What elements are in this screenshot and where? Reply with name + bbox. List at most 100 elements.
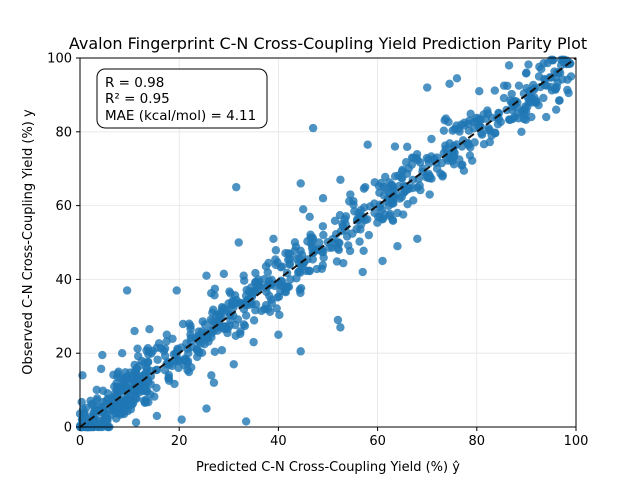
- scatter-point: [477, 129, 486, 138]
- scatter-point: [381, 172, 390, 182]
- scatter-point: [514, 81, 524, 90]
- scatter-point: [209, 378, 219, 387]
- scatter-point: [370, 178, 379, 187]
- scatter-point: [479, 140, 489, 149]
- scatter-point: [274, 330, 283, 339]
- scatter-point: [146, 380, 155, 389]
- scatter-point: [532, 98, 541, 107]
- scatter-point: [275, 310, 284, 320]
- scatter-point: [184, 349, 193, 358]
- stats-box-frame: [96, 68, 268, 129]
- scatter-point: [474, 114, 483, 123]
- scatter-point: [306, 233, 315, 242]
- scatter-point: [160, 351, 170, 361]
- scatter-point: [345, 246, 355, 256]
- stat-r: R = 0.98: [105, 75, 164, 91]
- scatter-point: [427, 134, 436, 144]
- scatter-point: [308, 242, 317, 251]
- scatter-point: [233, 315, 243, 324]
- scatter-point: [383, 197, 392, 207]
- scatter-point: [445, 79, 454, 89]
- scatter-point: [483, 109, 493, 118]
- scatter-point: [81, 403, 91, 413]
- x-tick-label: 40: [270, 434, 287, 449]
- scatter-point: [223, 328, 232, 338]
- scatter-point: [218, 322, 227, 331]
- scatter-point: [375, 203, 385, 212]
- scatter-point: [332, 257, 342, 266]
- scatter-point: [401, 158, 411, 167]
- scatter-point: [107, 396, 117, 405]
- scatter-point: [113, 386, 122, 395]
- scatter-point: [303, 255, 312, 264]
- scatter-point: [234, 238, 243, 247]
- scatter-point: [543, 58, 552, 68]
- scatter-point: [239, 320, 249, 329]
- scatter-point: [153, 355, 162, 364]
- scatter-point: [217, 346, 227, 355]
- scatter-point: [346, 190, 355, 199]
- scatter-point: [467, 156, 477, 165]
- scatter-point: [334, 238, 343, 247]
- scatter-point: [507, 89, 516, 99]
- scatter-point: [305, 212, 314, 222]
- scatter-point: [186, 333, 196, 342]
- scatter-point: [319, 230, 328, 240]
- y-tick-label: 0: [64, 421, 72, 436]
- identity-line: [79, 57, 577, 428]
- scatter-point: [539, 93, 548, 103]
- scatter-point: [113, 369, 122, 378]
- scatter-point: [197, 348, 207, 358]
- scatter-point: [330, 216, 340, 226]
- scatter-point: [334, 245, 343, 255]
- scatter-point: [140, 398, 150, 407]
- scatter-point: [336, 175, 345, 184]
- scatter-point: [554, 96, 564, 105]
- scatter-point: [388, 215, 397, 224]
- scatter-point: [241, 417, 251, 426]
- scatter-point: [198, 317, 207, 326]
- scatter-point: [542, 112, 551, 122]
- scatter-point: [98, 350, 107, 360]
- scatter-point: [438, 170, 447, 180]
- scatter-point: [388, 185, 398, 195]
- stat-r-squared: R² = 0.95: [105, 91, 170, 107]
- scatter-point: [162, 330, 171, 339]
- scatter-point: [504, 61, 514, 70]
- scatter-point: [122, 286, 132, 295]
- scatter-point: [210, 347, 220, 357]
- scatter-point: [390, 142, 400, 151]
- scatter-point: [202, 271, 211, 280]
- scatter-point: [402, 142, 412, 152]
- scatter-point: [183, 365, 192, 375]
- scatter-point: [130, 326, 139, 336]
- scatter-point: [254, 280, 263, 290]
- x-tick-label: 60: [369, 434, 386, 449]
- scatter-point: [229, 360, 238, 369]
- chart-title: Avalon Fingerprint C-N Cross-Coupling Yi…: [69, 34, 587, 53]
- scatter-point: [314, 238, 324, 247]
- scatter-point: [339, 258, 348, 268]
- scatter-point: [261, 301, 271, 310]
- scatter-point: [225, 287, 234, 296]
- scatter-point: [551, 105, 561, 114]
- scatter-point: [285, 260, 294, 269]
- scatter-point: [164, 374, 173, 383]
- scatter-point: [358, 267, 367, 277]
- scatter-point: [232, 182, 241, 192]
- scatter-point: [154, 339, 164, 348]
- scatter-point: [378, 256, 387, 266]
- scatter-point: [409, 196, 418, 205]
- scatter-point: [441, 141, 450, 150]
- scatter-point: [553, 78, 562, 87]
- scatter-point: [424, 155, 433, 164]
- scatter-point: [209, 305, 218, 314]
- scatter-point: [119, 377, 129, 387]
- scatter-point: [404, 183, 414, 192]
- scatter-point: [393, 208, 402, 218]
- scatter-point: [177, 415, 186, 424]
- scatter-point: [308, 123, 318, 133]
- scatter-point: [297, 250, 307, 259]
- y-axis-ticks: 0 20 40 60 80 100: [47, 52, 80, 436]
- y-axis-label: Observed C-N Cross-Coupling Yield (%) y: [21, 109, 36, 375]
